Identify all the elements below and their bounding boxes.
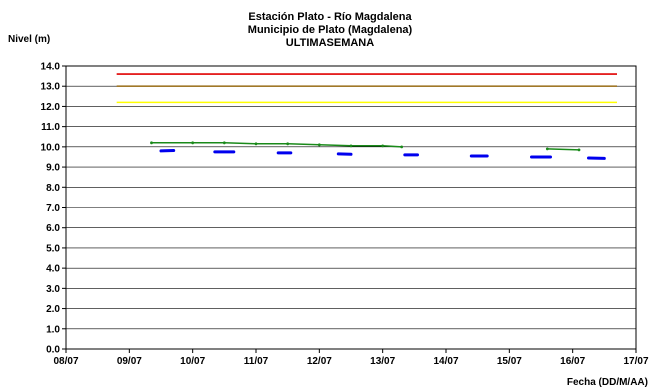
- x-tick-label: 13/07: [370, 356, 395, 367]
- chart-title-line-1: Estación Plato - Río Magdalena: [248, 11, 412, 23]
- series-line-segment: [546, 148, 580, 151]
- x-tick-label: 14/07: [433, 356, 458, 367]
- y-tick-label: 9.0: [46, 163, 60, 174]
- series-point: [317, 143, 321, 147]
- x-axis-ticks: 08/07 09/07 10/07 11/07 12/07 13/07 14/07 15/07…: [53, 349, 649, 367]
- chart-title-line-2: Municipio de Plato (Magdalena): [248, 24, 413, 36]
- x-axis-label: Fecha (DD/M/AA): [567, 377, 648, 388]
- series-point: [577, 148, 581, 152]
- series-point: [400, 145, 404, 149]
- series-point: [150, 141, 153, 145]
- y-tick-label: 7.0: [46, 203, 60, 214]
- y-axis-label: Nivel (m): [8, 34, 50, 45]
- x-tick-label: 16/07: [560, 356, 585, 367]
- series-point: [381, 144, 385, 148]
- y-tick-label: 3.0: [46, 284, 60, 295]
- series-point: [349, 144, 353, 148]
- y-tick-label: 11.0: [41, 122, 60, 133]
- y-tick-label: 12.0: [41, 102, 61, 113]
- series-point: [545, 147, 549, 151]
- y-tick-label: 1.0: [46, 324, 60, 335]
- series-group: [150, 141, 606, 160]
- y-tick-label: 2.0: [46, 304, 60, 315]
- x-tick-label: 17/07: [623, 356, 648, 367]
- x-tick-label: 09/07: [117, 356, 142, 367]
- y-tick-label: 6.0: [46, 223, 60, 234]
- threshold-lines: [116, 73, 617, 104]
- series-point: [286, 142, 290, 146]
- y-axis-ticks: 0.0 1.0 2.0 3.0 4.0 5.0 6.0 7.0 8.0 9.0 10.0 11.0 12…: [41, 62, 66, 356]
- y-tick-label: 10.0: [41, 142, 61, 153]
- x-tick-label: 10/07: [180, 356, 205, 367]
- series-point: [254, 142, 258, 146]
- y-tick-label: 13.0: [41, 82, 61, 93]
- y-tick-label: 5.0: [46, 243, 60, 254]
- x-tick-label: 11/07: [244, 356, 269, 367]
- y-tick-label: 8.0: [46, 183, 60, 194]
- x-tick-label: 15/07: [497, 356, 522, 367]
- x-tick-label: 08/07: [53, 356, 78, 367]
- y-tick-label: 0.0: [46, 345, 60, 356]
- y-tick-label: 14.0: [41, 62, 61, 73]
- series-point: [222, 141, 226, 145]
- y-tick-label: 4.0: [46, 264, 60, 275]
- x-tick-label: 12/07: [307, 356, 332, 367]
- chart-title-line-3: ULTIMASEMANA: [286, 37, 374, 49]
- series-point: [191, 141, 195, 145]
